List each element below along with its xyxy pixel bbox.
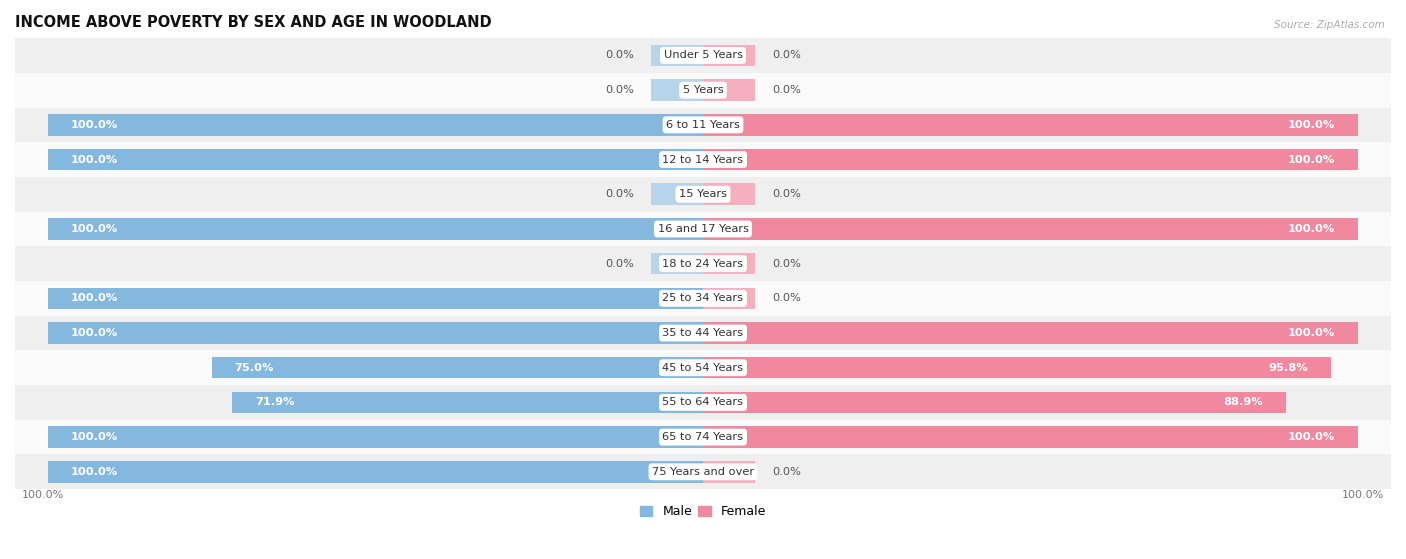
Text: 88.9%: 88.9%: [1223, 397, 1263, 408]
Bar: [48, 461, 703, 482]
Bar: [703, 323, 1358, 344]
Text: 0.0%: 0.0%: [772, 293, 800, 304]
Text: 0.0%: 0.0%: [606, 50, 634, 60]
Bar: [0, 385, 1406, 420]
Text: 100.0%: 100.0%: [70, 224, 118, 234]
Text: 100.0%: 100.0%: [70, 467, 118, 477]
Text: 6 to 11 Years: 6 to 11 Years: [666, 120, 740, 130]
Text: 55 to 64 Years: 55 to 64 Years: [662, 397, 744, 408]
Bar: [651, 183, 703, 205]
Bar: [651, 79, 703, 101]
Bar: [48, 149, 703, 170]
Text: 71.9%: 71.9%: [254, 397, 294, 408]
Text: 95.8%: 95.8%: [1268, 363, 1308, 373]
Text: 100.0%: 100.0%: [70, 120, 118, 130]
Bar: [703, 79, 755, 101]
Bar: [703, 253, 755, 274]
Bar: [0, 142, 1406, 177]
Bar: [0, 350, 1406, 385]
Text: 100.0%: 100.0%: [70, 154, 118, 164]
Bar: [651, 45, 703, 66]
Text: 75.0%: 75.0%: [235, 363, 274, 373]
Bar: [0, 177, 1406, 212]
Bar: [651, 253, 703, 274]
Text: 16 and 17 Years: 16 and 17 Years: [658, 224, 748, 234]
Bar: [48, 427, 703, 448]
Bar: [48, 323, 703, 344]
Legend: Male, Female: Male, Female: [636, 500, 770, 523]
Text: 5 Years: 5 Years: [683, 85, 723, 95]
Bar: [211, 357, 703, 378]
Text: 18 to 24 Years: 18 to 24 Years: [662, 259, 744, 269]
Text: 45 to 54 Years: 45 to 54 Years: [662, 363, 744, 373]
Bar: [0, 38, 1406, 73]
Bar: [0, 454, 1406, 489]
Text: Source: ZipAtlas.com: Source: ZipAtlas.com: [1274, 20, 1385, 30]
Text: 75 Years and over: 75 Years and over: [652, 467, 754, 477]
Bar: [0, 420, 1406, 454]
Bar: [703, 427, 1358, 448]
Bar: [0, 73, 1406, 107]
Text: 100.0%: 100.0%: [70, 432, 118, 442]
Text: 25 to 34 Years: 25 to 34 Years: [662, 293, 744, 304]
Text: 65 to 74 Years: 65 to 74 Years: [662, 432, 744, 442]
Bar: [0, 281, 1406, 316]
Bar: [703, 218, 1358, 240]
Text: 100.0%: 100.0%: [1288, 154, 1336, 164]
Text: 0.0%: 0.0%: [606, 190, 634, 199]
Text: Under 5 Years: Under 5 Years: [664, 50, 742, 60]
Bar: [703, 392, 1285, 413]
Bar: [703, 114, 1358, 136]
Text: 100.0%: 100.0%: [1288, 120, 1336, 130]
Text: 0.0%: 0.0%: [772, 50, 800, 60]
Bar: [48, 287, 703, 309]
Text: 100.0%: 100.0%: [70, 328, 118, 338]
Text: 100.0%: 100.0%: [1288, 328, 1336, 338]
Bar: [232, 392, 703, 413]
Bar: [0, 247, 1406, 281]
Text: 15 Years: 15 Years: [679, 190, 727, 199]
Bar: [703, 287, 755, 309]
Text: 0.0%: 0.0%: [772, 467, 800, 477]
Bar: [48, 114, 703, 136]
Bar: [703, 461, 755, 482]
Text: 0.0%: 0.0%: [606, 85, 634, 95]
Bar: [703, 357, 1330, 378]
Text: 0.0%: 0.0%: [606, 259, 634, 269]
Text: INCOME ABOVE POVERTY BY SEX AND AGE IN WOODLAND: INCOME ABOVE POVERTY BY SEX AND AGE IN W…: [15, 15, 492, 30]
Text: 0.0%: 0.0%: [772, 85, 800, 95]
Text: 35 to 44 Years: 35 to 44 Years: [662, 328, 744, 338]
Bar: [703, 183, 755, 205]
Bar: [48, 218, 703, 240]
Bar: [703, 149, 1358, 170]
Text: 100.0%: 100.0%: [1288, 432, 1336, 442]
Bar: [0, 107, 1406, 142]
Text: 100.0%: 100.0%: [1343, 490, 1385, 500]
Text: 100.0%: 100.0%: [21, 490, 63, 500]
Bar: [0, 316, 1406, 350]
Bar: [0, 212, 1406, 247]
Text: 12 to 14 Years: 12 to 14 Years: [662, 154, 744, 164]
Text: 100.0%: 100.0%: [70, 293, 118, 304]
Bar: [703, 45, 755, 66]
Text: 0.0%: 0.0%: [772, 259, 800, 269]
Text: 0.0%: 0.0%: [772, 190, 800, 199]
Text: 100.0%: 100.0%: [1288, 224, 1336, 234]
